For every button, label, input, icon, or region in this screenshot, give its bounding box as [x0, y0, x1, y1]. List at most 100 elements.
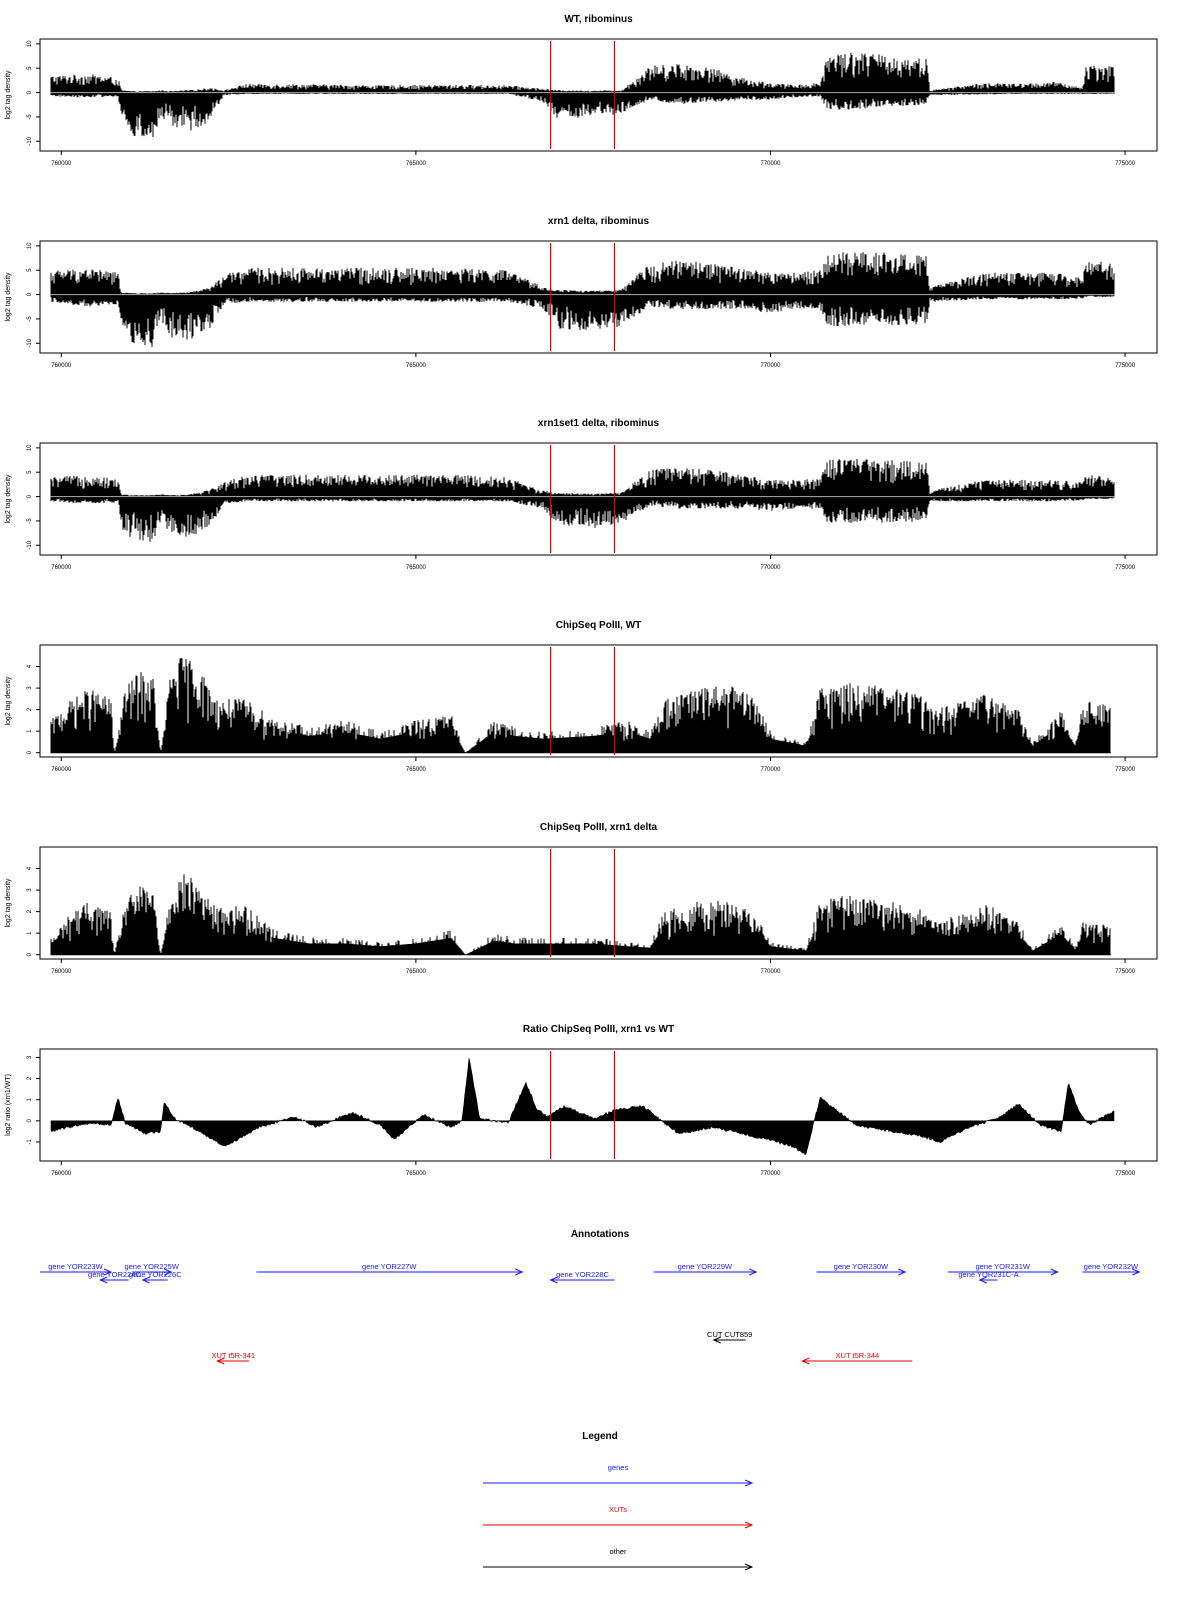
plot-frame	[39, 1048, 1158, 1162]
y-tick-label: 10	[27, 444, 33, 451]
x-tick-label: 760000	[51, 767, 72, 773]
y-tick-label: 0	[27, 494, 33, 498]
data-marks	[50, 1058, 1115, 1155]
arrow-head-icon	[99, 1276, 108, 1284]
arrow-head-icon	[103, 1268, 113, 1276]
feature-label: XUT t5R-341	[211, 1351, 255, 1360]
x-tick-label: 775000	[1115, 969, 1136, 975]
panel-xrn1-ribominus: xrn1 delta, ribominus log2 tag density -10…	[5, 216, 1158, 369]
arrow-head-icon	[801, 1357, 810, 1365]
y-tick-label: -1	[27, 1139, 33, 1145]
panel-wt-ribominus: WT, ribominus log2 tag density -10 -5 0 5 10 76…	[5, 14, 1158, 167]
x-tick-label: 760000	[51, 363, 72, 369]
density-bars	[50, 459, 1115, 542]
data-marks	[50, 52, 1115, 138]
panel-ratio: Ratio ChipSeq PolII, xrn1 vs WT log2 rati…	[5, 1024, 1158, 1177]
arrow-head-icon	[141, 1276, 151, 1284]
x-tick-label: 770000	[760, 969, 781, 975]
data-marks	[50, 252, 1115, 347]
plot-frame	[39, 846, 1158, 960]
legend-entry-genes: genes	[483, 1463, 754, 1487]
y-tick-label: 0	[27, 292, 33, 296]
arrow-head-icon	[744, 1563, 754, 1571]
x-tick-label: 770000	[760, 767, 781, 773]
arrow-head-icon	[515, 1268, 524, 1276]
panel-title: ChipSeq PolII, xrn1 delta	[540, 822, 658, 833]
y-tick-label: -10	[27, 540, 33, 549]
y-tick-label: 4	[27, 866, 33, 870]
annotation-xut-t5r-341: XUT t5R-341	[211, 1351, 255, 1365]
y-axis: 0 1 2 3 4	[27, 866, 40, 956]
y-tick-label: 5	[27, 66, 33, 70]
y-axis-label: log2 tag density	[5, 878, 12, 928]
panel-title: ChipSeq PolII, WT	[556, 620, 642, 631]
y-tick-label: 1	[27, 729, 33, 733]
y-tick-label: 0	[27, 1119, 33, 1123]
annotation-gene-yor231w: gene YOR231W	[947, 1262, 1059, 1276]
ratio-area	[50, 1058, 1115, 1155]
feature-label: gene YOR231C-A	[958, 1270, 1018, 1279]
data-marks	[50, 459, 1115, 542]
legend-title: Legend	[582, 1431, 618, 1442]
legend-entry-xuts: XUTs	[483, 1505, 754, 1529]
y-tick-label: -5	[27, 518, 33, 524]
arrow-head-icon	[549, 1276, 558, 1284]
annotation-gene-yor224c: gene YOR224C	[88, 1270, 141, 1284]
y-axis: -10 -5 0 5 10	[27, 444, 40, 550]
y-axis: -10 -5 0 5 10	[27, 40, 40, 146]
annotation-xut-t5r-344: XUT t5R-344	[801, 1351, 913, 1365]
x-tick-label: 760000	[51, 565, 72, 571]
arrow-head-icon	[216, 1357, 225, 1365]
annotation-gene-yor228c: gene YOR228C	[549, 1270, 615, 1284]
panel-chipseq-wt: ChipSeq PolII, WT log2 tag density 0 1 2 3 4 76…	[5, 620, 1158, 773]
y-tick-label: 1	[27, 1097, 33, 1101]
y-tick-label: 4	[27, 664, 33, 668]
y-tick-label: 3	[27, 1055, 33, 1059]
annotations-title: Annotations	[571, 1229, 630, 1240]
data-marks	[50, 874, 1111, 956]
x-tick-label: 765000	[406, 363, 427, 369]
annotation-gene-yor232w: gene YOR232W	[1082, 1262, 1141, 1276]
x-tick-label: 760000	[51, 161, 72, 167]
feature-label: gene YOR230W	[834, 1262, 889, 1271]
x-axis: 760000 765000 770000 775000	[51, 1161, 1136, 1177]
y-axis: 0 1 2 3 4	[27, 664, 40, 754]
feature-label: gene YOR224C	[88, 1270, 141, 1279]
y-tick-label: -10	[27, 136, 33, 145]
arrow-head-icon	[978, 1276, 987, 1284]
plot-frame	[39, 240, 1158, 354]
density-bars	[50, 658, 1111, 753]
x-tick-label: 760000	[51, 1171, 72, 1177]
density-bars	[50, 874, 1111, 955]
y-tick-label: 3	[27, 686, 33, 690]
y-axis-label: log2 tag density	[5, 676, 12, 726]
plot-frame	[39, 38, 1158, 152]
legend-entries: genes XUTs other	[483, 1463, 754, 1571]
x-tick-label: 775000	[1115, 363, 1136, 369]
panel-title: xrn1 delta, ribominus	[548, 216, 650, 227]
x-tick-label: 765000	[406, 1171, 427, 1177]
x-tick-label: 760000	[51, 969, 72, 975]
legend-label: XUTs	[609, 1505, 627, 1514]
panel-xrn1set1-ribominus: xrn1set1 delta, ribominus log2 tag densit…	[5, 418, 1158, 571]
x-axis: 760000 765000 770000 775000	[51, 757, 1136, 773]
panel-title: Ratio ChipSeq PolII, xrn1 vs WT	[523, 1024, 674, 1035]
data-marks	[50, 658, 1111, 754]
feature-label: XUT t5R-344	[836, 1351, 880, 1360]
density-bars	[50, 252, 1115, 347]
x-tick-label: 765000	[406, 161, 427, 167]
annotation-gene-yor229w: gene YOR229W	[653, 1262, 758, 1276]
x-tick-label: 765000	[406, 767, 427, 773]
arrow-head-icon	[744, 1521, 754, 1529]
legend: Legend genes XUTs other	[483, 1431, 754, 1571]
x-tick-label: 765000	[406, 969, 427, 975]
panel-chipseq-xrn1: ChipSeq PolII, xrn1 delta log2 tag densit…	[5, 822, 1158, 975]
arrow-head-icon	[164, 1268, 173, 1276]
feature-label: gene YOR223W	[48, 1262, 103, 1271]
y-axis-label: log2 tag density	[5, 70, 12, 120]
x-tick-label: 770000	[760, 1171, 781, 1177]
x-tick-label: 775000	[1115, 1171, 1136, 1177]
y-tick-label: 5	[27, 470, 33, 474]
y-tick-label: -5	[27, 114, 33, 120]
